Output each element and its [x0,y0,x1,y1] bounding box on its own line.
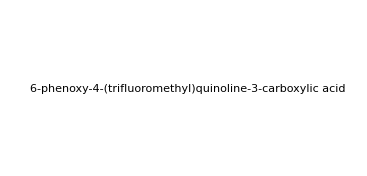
Text: 6-phenoxy-4-(trifluoromethyl)quinoline-3-carboxylic acid: 6-phenoxy-4-(trifluoromethyl)quinoline-3… [30,84,346,94]
